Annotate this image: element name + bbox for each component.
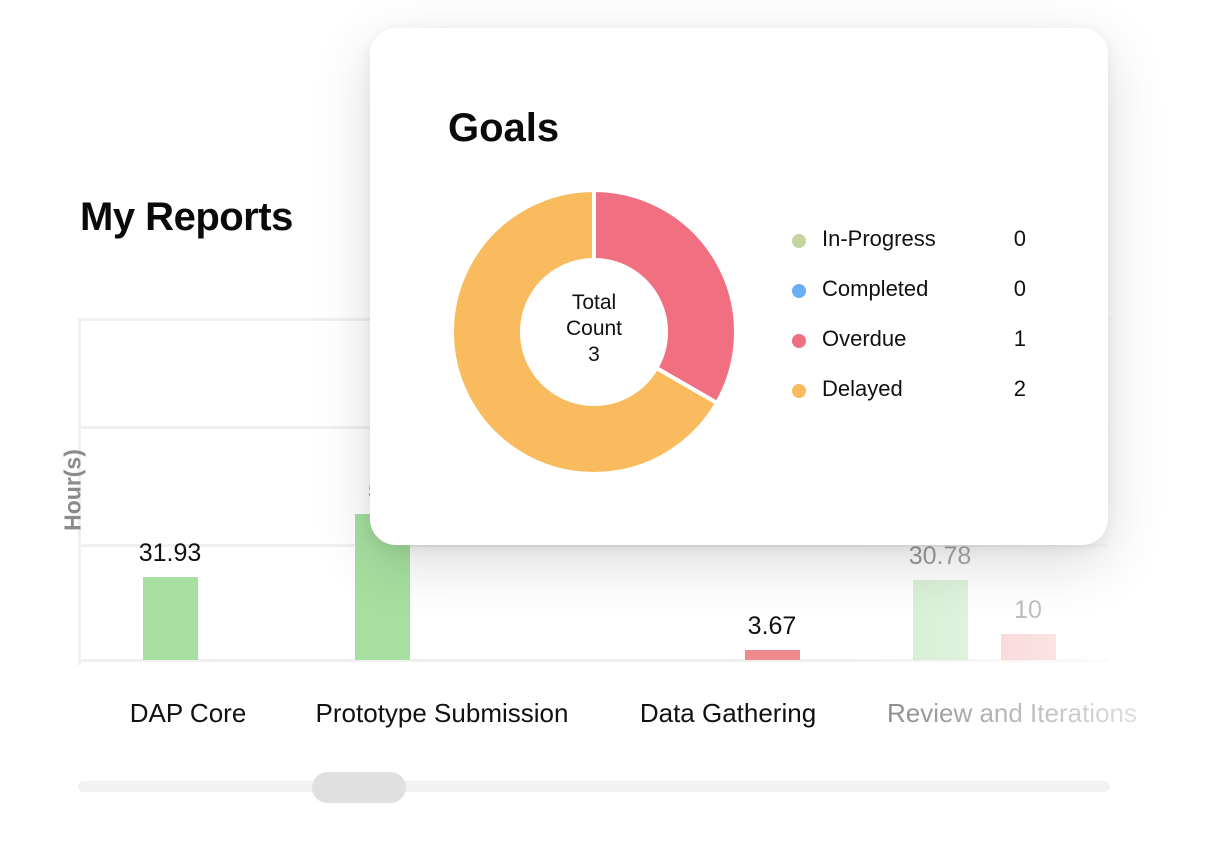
goals-donut-chart bbox=[450, 187, 738, 476]
donut-center-line1: Total bbox=[571, 291, 617, 314]
donut-center-label: Total Count 3 bbox=[534, 290, 654, 368]
bar-red[interactable] bbox=[1000, 634, 1056, 660]
legend-dot-icon bbox=[792, 334, 806, 348]
reports-title: My Reports bbox=[80, 195, 293, 239]
donut-slice-overdue[interactable] bbox=[592, 187, 738, 406]
chart-baseline bbox=[78, 659, 1110, 662]
legend-count: 0 bbox=[1013, 276, 1026, 301]
donut-slice-delayed[interactable] bbox=[450, 187, 720, 476]
bar-red[interactable] bbox=[744, 650, 800, 660]
legend-item-overdue[interactable]: Overdue 1 bbox=[790, 320, 1070, 370]
chart-gridline bbox=[78, 544, 1110, 547]
legend-label: Completed bbox=[822, 276, 929, 301]
horizontal-scrollbar-thumb[interactable] bbox=[312, 772, 406, 803]
donut-center-total: 3 bbox=[588, 343, 600, 366]
legend-label: Overdue bbox=[822, 326, 907, 351]
bar-value-label: 3.67 bbox=[747, 612, 797, 641]
goals-legend: In-Progress 0 Completed 0 Overdue 1 Dela… bbox=[790, 220, 1070, 420]
legend-dot-icon bbox=[792, 384, 806, 398]
category-label: Review and Iterations bbox=[886, 698, 1138, 728]
category-label: DAP Core bbox=[129, 698, 247, 728]
donut-center-line2: Count bbox=[565, 317, 623, 340]
legend-count: 1 bbox=[1013, 326, 1026, 351]
goals-card: Goals Total Count 3 In-Progress 0 Comple… bbox=[370, 28, 1108, 545]
legend-label: Delayed bbox=[822, 376, 903, 401]
goals-title: Goals bbox=[448, 106, 560, 150]
legend-count: 2 bbox=[1013, 376, 1026, 401]
legend-dot-icon bbox=[792, 284, 806, 298]
legend-item-completed[interactable]: Completed 0 bbox=[790, 270, 1070, 320]
bar-green[interactable] bbox=[142, 576, 198, 660]
bar-value-label: 30.78 bbox=[908, 541, 972, 570]
bar-green[interactable] bbox=[912, 579, 968, 660]
bar-value-label: 10 bbox=[1014, 596, 1042, 624]
legend-item-delayed[interactable]: Delayed 2 bbox=[790, 370, 1070, 420]
horizontal-scrollbar-track[interactable] bbox=[78, 781, 1110, 792]
legend-dot-icon bbox=[792, 234, 806, 248]
bar-value-label: 31.93 bbox=[138, 538, 202, 567]
legend-count: 0 bbox=[1013, 226, 1026, 251]
legend-label: In-Progress bbox=[822, 226, 936, 251]
category-label: Prototype Submission bbox=[315, 698, 569, 728]
category-label: Data Gathering bbox=[639, 698, 817, 728]
legend-item-in-progress[interactable]: In-Progress 0 bbox=[790, 220, 1070, 270]
